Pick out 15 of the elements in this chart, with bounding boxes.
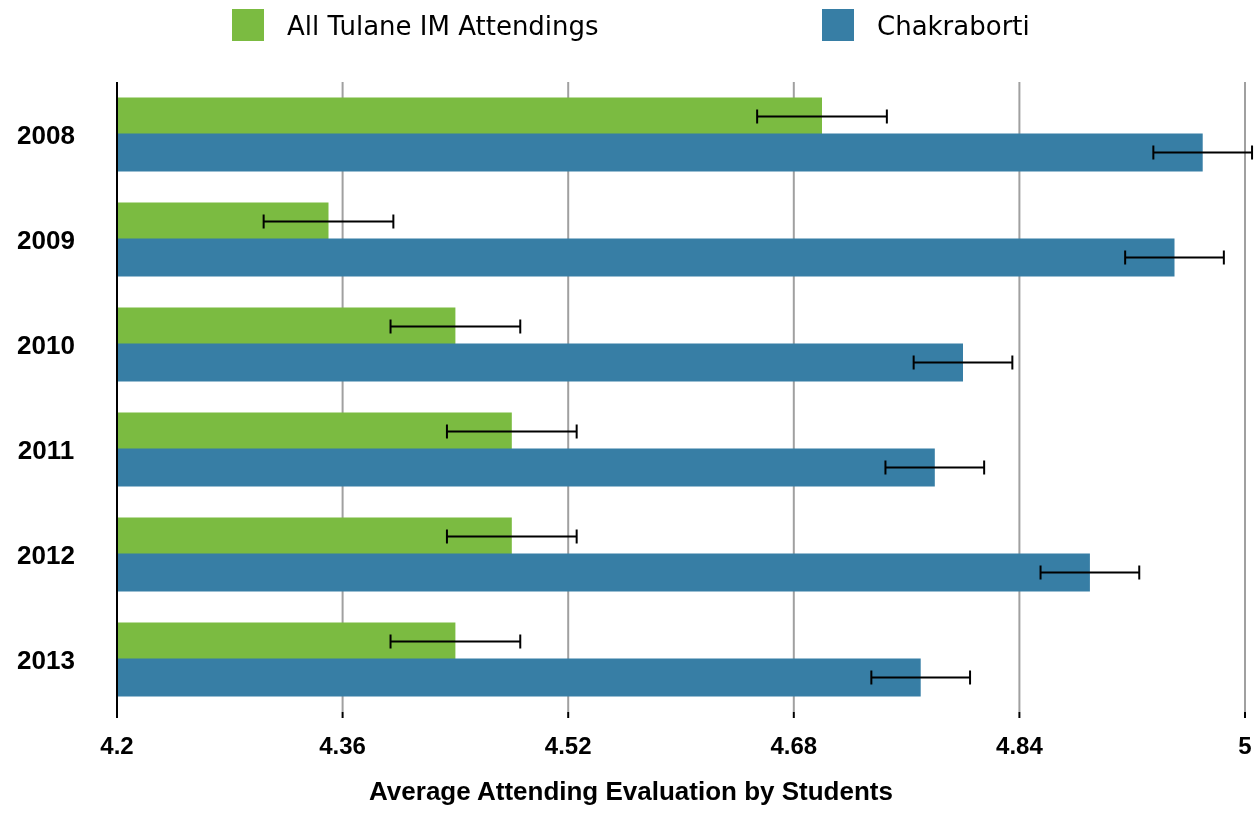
y-tick-label: 2012 [17,539,75,570]
y-tick-label: 2013 [17,644,75,675]
x-tick-label: 4.84 [996,732,1044,759]
y-tick-label: 2011 [17,434,75,465]
y-tick-label: 2009 [17,224,75,255]
x-tick-label: 4.2 [100,732,134,759]
y-tick-label: 2010 [17,329,75,360]
x-tick-label: 4.36 [319,732,366,759]
y-tick-label: 2008 [17,119,75,150]
legend-label: All Tulane IM Attendings [287,11,599,41]
x-axis-title: Average Attending Evaluation by Students [369,776,893,806]
x-tick-label: 5 [1238,732,1252,759]
x-tick-label: 4.52 [544,732,592,759]
legend-label: Chakraborti [877,11,1030,41]
x-tick-label: 4.68 [770,732,818,759]
